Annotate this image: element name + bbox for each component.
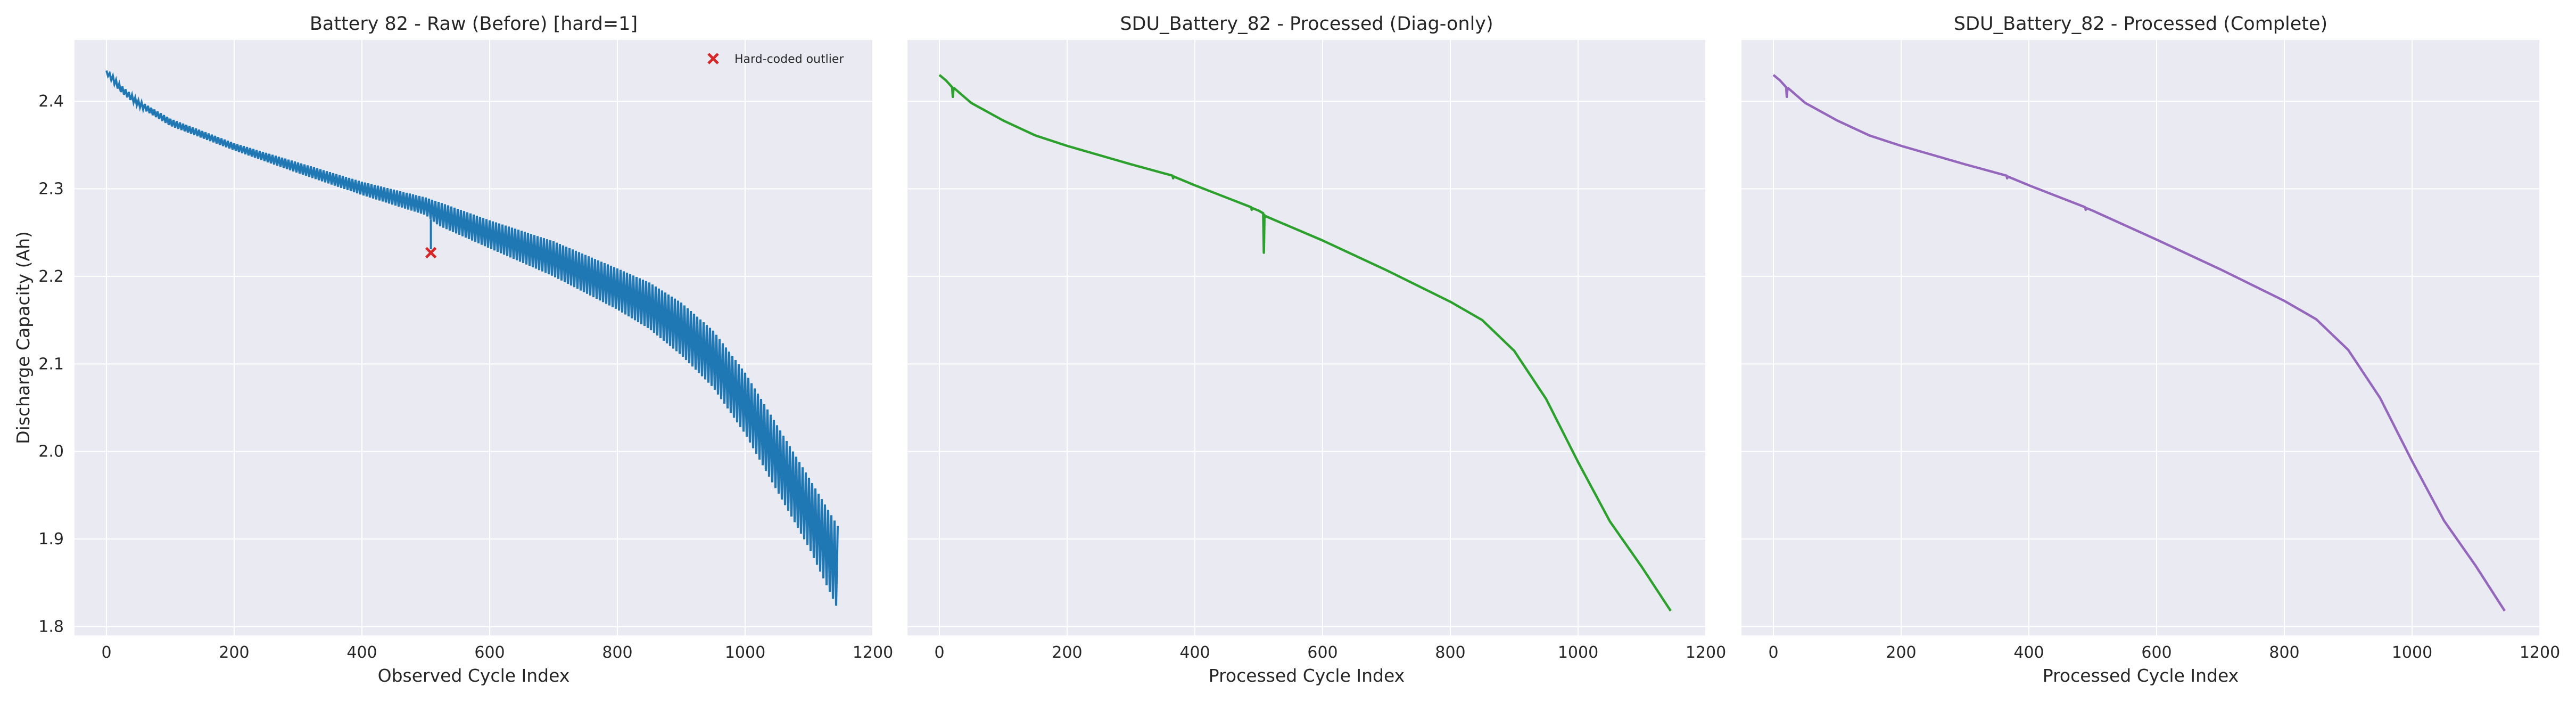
x-tick-label: 0 <box>934 643 944 662</box>
x-tick-label: 1000 <box>2392 643 2432 662</box>
y-tick-label: 2.4 <box>38 92 64 111</box>
x-tick-label: 0 <box>101 643 111 662</box>
processed-capacity-series <box>938 74 1672 612</box>
x-tick-label: 800 <box>1435 643 1465 662</box>
x-tick-label: 600 <box>474 643 505 662</box>
x-tick-label: 600 <box>2141 643 2172 662</box>
panel-raw: 0 200 400 600 800 1000 1200 1.8 1.9 2.0 2.1 2.2 2.3 2… <box>13 13 893 686</box>
panel-complete: 0 200 400 600 800 1000 1200 SDU_Battery_82 - Pr… <box>1741 13 2560 686</box>
y-tick-label: 2.1 <box>38 355 64 373</box>
x-tick-label: 400 <box>2013 643 2044 662</box>
x-tick-label: 200 <box>1052 643 1082 662</box>
y-tick-label: 1.8 <box>38 618 64 636</box>
y-axis-label: Discharge Capacity (Ah) <box>13 231 34 444</box>
legend-outlier-marker <box>707 53 719 64</box>
outlier-marker <box>425 247 437 259</box>
legend-label: Hard-coded outlier <box>734 53 844 66</box>
x-axis-label: Observed Cycle Index <box>378 665 570 686</box>
x-tick-label: 1200 <box>1686 643 1726 662</box>
x-tick-label: 1200 <box>853 643 893 662</box>
x-tick-label: 1200 <box>2520 643 2560 662</box>
panel-title: SDU_Battery_82 - Processed (Diag-only) <box>1120 13 1493 35</box>
x-tick-label: 800 <box>602 643 632 662</box>
x-tick-label: 200 <box>1886 643 1916 662</box>
plot-area <box>1741 40 2540 635</box>
x-tick-label: 1000 <box>1558 643 1598 662</box>
x-tick-label: 0 <box>1768 643 1778 662</box>
x-axis-label: Processed Cycle Index <box>2043 665 2239 686</box>
x-tick-label: 1000 <box>725 643 765 662</box>
x-tick-label: 600 <box>1307 643 1337 662</box>
raw-capacity-series <box>105 70 839 606</box>
plot-area <box>75 40 873 635</box>
y-tick-label: 2.0 <box>38 443 64 461</box>
panel-diag-only: 0 200 400 600 800 1000 1200 SDU_Battery_82 - Pr… <box>907 13 1726 686</box>
plot-area <box>907 40 1706 635</box>
y-tick-label: 2.2 <box>38 267 64 286</box>
x-tick-label: 400 <box>1179 643 1210 662</box>
x-axis-label: Processed Cycle Index <box>1209 665 1405 686</box>
x-tick-label: 400 <box>346 643 377 662</box>
panel-title: Battery 82 - Raw (Before) [hard=1] <box>310 13 638 35</box>
y-tick-label: 2.3 <box>38 180 64 199</box>
x-tick-label: 200 <box>219 643 249 662</box>
y-tick-label: 1.9 <box>38 530 64 549</box>
x-tick-label: 800 <box>2269 643 2299 662</box>
processed-capacity-series <box>1772 74 2506 612</box>
panel-title: SDU_Battery_82 - Processed (Complete) <box>1954 13 2327 35</box>
